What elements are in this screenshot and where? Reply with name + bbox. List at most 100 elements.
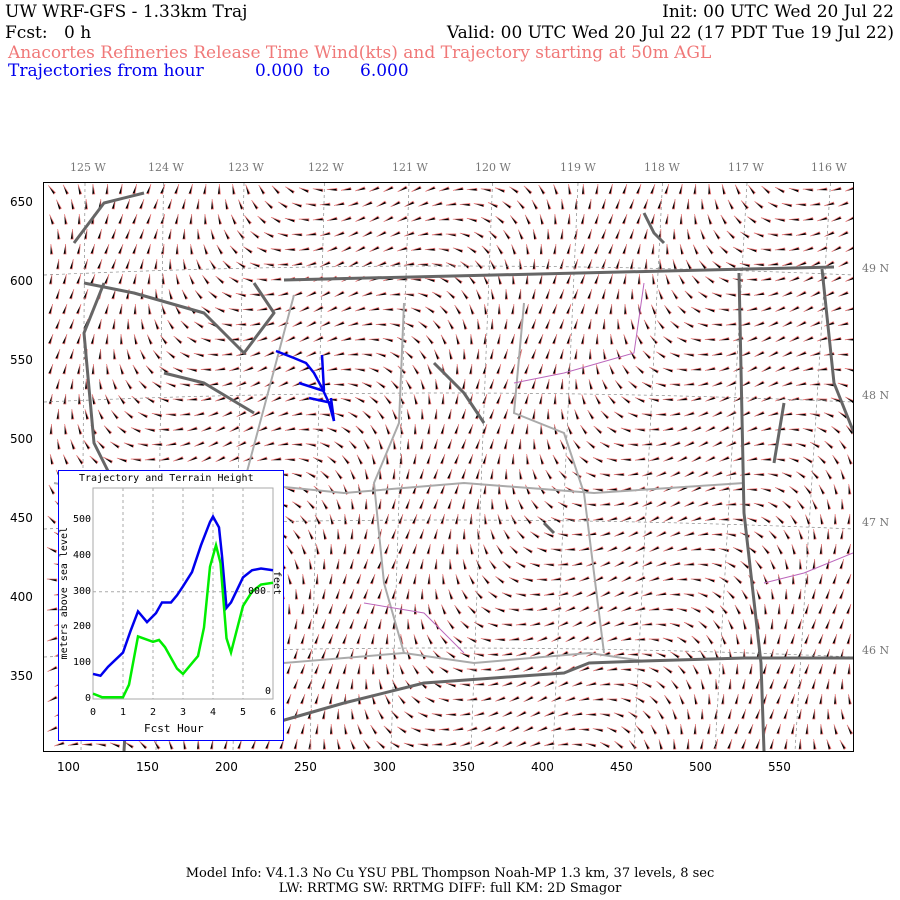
idaho-montana-border <box>820 268 856 434</box>
wind-barb <box>313 305 324 313</box>
wind-barb <box>712 440 723 448</box>
wind-barb <box>824 260 835 268</box>
wind-barb <box>124 741 134 749</box>
wind-barb <box>791 603 795 615</box>
wind-barb <box>607 395 617 405</box>
wind-barb <box>180 320 190 330</box>
wind-barb <box>489 259 497 270</box>
wind-barb <box>622 244 628 255</box>
wind-barb <box>223 229 231 240</box>
wind-barb <box>431 713 443 717</box>
wind-barb <box>728 678 732 690</box>
wind-barb <box>845 275 856 282</box>
wind-barb <box>126 318 130 330</box>
wind-barb <box>581 394 587 405</box>
wind-barb <box>440 423 445 435</box>
wind-barb <box>721 184 727 195</box>
wind-barb <box>489 348 494 360</box>
wind-barb <box>769 559 777 570</box>
meridian <box>390 182 410 752</box>
wind-barb <box>704 338 716 341</box>
longitude-label: 119 W <box>560 161 596 174</box>
y-tick-label: 500 <box>73 514 92 526</box>
trajectory-height-line <box>92 514 274 678</box>
longitude-label: 125 W <box>70 161 106 174</box>
x-axis-label: Fcst Hour <box>144 722 204 735</box>
wind-barb <box>676 337 688 343</box>
wind-barb <box>336 708 340 720</box>
wind-barb <box>608 183 613 195</box>
wind-barb <box>692 664 700 675</box>
wind-barb <box>553 393 557 405</box>
wind-barb <box>607 426 617 434</box>
wind-barb <box>558 680 569 687</box>
wind-barb <box>768 350 779 358</box>
wind-barb <box>810 351 821 357</box>
wind-barb <box>788 428 800 432</box>
wind-barb <box>700 708 704 720</box>
wind-barb <box>362 230 373 238</box>
wind-barb <box>104 213 109 225</box>
wind-barb <box>385 664 390 675</box>
wind-barb <box>229 245 239 255</box>
wind-barb <box>508 577 520 584</box>
wind-barb <box>726 410 737 418</box>
wind-barb <box>315 573 319 585</box>
wind-barb <box>678 183 683 195</box>
wind-barb <box>798 588 802 600</box>
wind-barb <box>788 187 800 193</box>
wind-barb <box>292 291 303 297</box>
wind-barb <box>837 352 849 356</box>
wind-barb <box>98 379 103 390</box>
wind-barb <box>328 634 334 645</box>
wind-barb <box>312 217 324 221</box>
wind-barb <box>705 425 716 433</box>
wind-barb <box>370 424 378 435</box>
wind-barb <box>795 231 807 236</box>
wind-barb <box>257 456 268 462</box>
wind-barb <box>617 319 621 330</box>
wind-barb <box>243 366 254 372</box>
wind-barb <box>174 184 180 195</box>
y-tick-label: 450 <box>10 511 33 525</box>
wind-barb <box>494 187 506 193</box>
wind-barb <box>708 694 712 705</box>
wind-barb <box>376 200 387 208</box>
wind-barb <box>840 528 844 540</box>
wind-barb <box>215 455 226 463</box>
wind-barb <box>719 576 729 584</box>
wind-barb <box>315 723 319 735</box>
wind-barb <box>628 590 639 597</box>
wind-barb <box>726 471 737 477</box>
wind-barb <box>753 232 765 238</box>
wind-barb <box>188 183 193 195</box>
wind-barb <box>831 245 842 253</box>
wind-barb <box>767 473 779 477</box>
wind-barb <box>426 543 431 555</box>
wind-barb <box>712 410 723 418</box>
wind-barb <box>146 184 152 195</box>
wind-barb <box>509 545 519 555</box>
wind-barb <box>363 740 371 750</box>
wind-barb <box>175 274 181 285</box>
wind-barb <box>508 608 520 612</box>
wind-barb <box>144 428 156 432</box>
wind-barb <box>811 588 816 600</box>
wind-barb <box>768 411 779 417</box>
wind-barb <box>747 216 757 224</box>
wind-barb <box>613 683 625 687</box>
wind-barb <box>774 218 786 222</box>
wind-barb <box>285 335 296 343</box>
wind-barb <box>291 261 303 266</box>
wind-barb <box>425 335 434 345</box>
wind-barb <box>158 456 170 462</box>
wind-barb <box>235 293 247 298</box>
wind-barb <box>175 243 179 255</box>
wind-barb <box>697 563 709 567</box>
wind-barb <box>397 246 408 252</box>
wind-barb <box>648 638 660 642</box>
wind-barb <box>684 290 694 300</box>
wind-barb <box>586 441 596 449</box>
wind-barb <box>497 303 501 315</box>
wind-barb <box>116 457 128 463</box>
